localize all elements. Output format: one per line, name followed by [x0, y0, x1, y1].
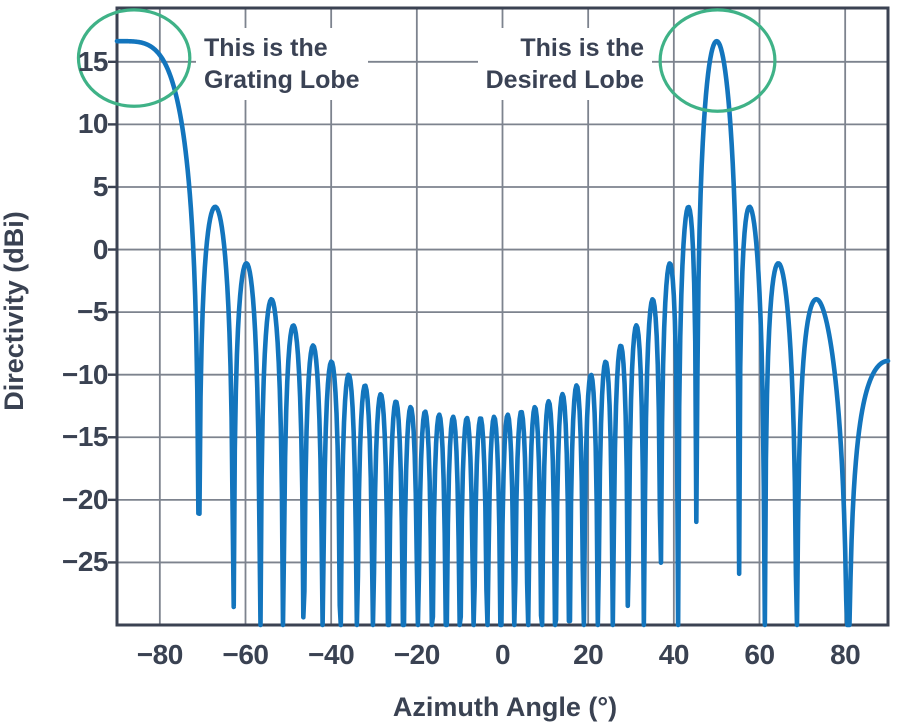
y-tick-label: −20 [62, 483, 109, 515]
grating-lobe-circle [76, 8, 192, 108]
x-tick-label: −80 [136, 639, 184, 670]
x-tick-label: −40 [308, 639, 355, 670]
annotation-line-2: Desired Lobe [485, 66, 644, 94]
annotation-line-1: This is the [204, 34, 328, 62]
x-tick-label: 80 [830, 639, 861, 670]
y-tick-label: −10 [62, 358, 109, 390]
y-tick-label: 5 [92, 170, 109, 202]
y-tick-label: −25 [62, 546, 109, 578]
annotation-line-2: Grating Lobe [204, 66, 360, 94]
x-tick-label: 0 [494, 639, 511, 670]
y-tick-label: −15 [62, 421, 109, 453]
directivity-curve [114, 38, 891, 628]
axis-tick-marks [108, 60, 116, 564]
x-tick-label: −20 [393, 639, 441, 670]
lobe-highlight-circles [76, 8, 777, 113]
desired-lobe-annotation: This is the Desired Lobe [477, 28, 652, 100]
x-tick-label: 40 [658, 639, 690, 670]
x-tick-label: 60 [744, 639, 775, 670]
grating-lobe-annotation: This is the Grating Lobe [196, 28, 368, 100]
annotation-line-1: This is the [520, 34, 644, 62]
x-tick-label: −60 [222, 639, 270, 670]
x-axis-title: Azimuth Angle (°) [392, 692, 618, 722]
y-tick-label: −5 [77, 296, 108, 328]
x-tick-label: 20 [573, 639, 604, 670]
directivity-line [114, 38, 891, 628]
y-tick-label: 15 [77, 45, 109, 77]
y-tick-label: 10 [77, 108, 109, 140]
y-axis-title: Directivity (dBi) [0, 211, 29, 411]
desired-lobe-circle [658, 8, 777, 113]
y-tick-label: 0 [92, 233, 109, 265]
